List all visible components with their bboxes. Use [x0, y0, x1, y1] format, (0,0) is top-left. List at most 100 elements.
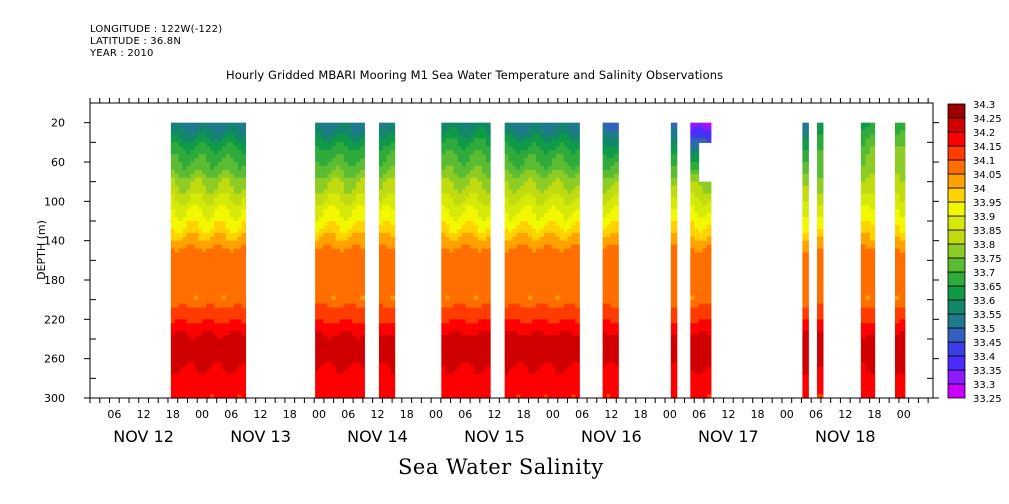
heatmap-cell: [237, 276, 243, 281]
heatmap-cell: [202, 158, 207, 163]
data-segment: [504, 122, 580, 399]
heatmap-cell: [516, 248, 521, 254]
heatmap-cell: [170, 307, 176, 313]
heatmap-cell: [520, 177, 525, 183]
heatmap-cell: [469, 362, 475, 368]
heatmap-cell: [551, 272, 557, 277]
heatmap-cell: [547, 342, 553, 348]
heatmap-cell: [567, 134, 572, 139]
heatmap-cell: [233, 213, 239, 218]
heatmap-cell: [174, 154, 180, 159]
heatmap-cell: [614, 228, 619, 234]
heatmap-cell: [343, 287, 349, 293]
heatmap-cell: [170, 205, 176, 210]
heatmap-cell: [229, 382, 235, 387]
heatmap-cell: [182, 350, 188, 356]
heatmap-cell: [206, 339, 211, 344]
heatmap-cell: [610, 354, 615, 360]
heatmap-cell: [477, 276, 483, 281]
heatmap-cell: [198, 354, 203, 360]
heatmap-cell: [194, 311, 199, 316]
heatmap-cell: [555, 276, 561, 281]
heatmap-cell: [190, 280, 196, 285]
heatmap-cell: [241, 283, 247, 289]
heatmap-cell: [178, 162, 184, 167]
heatmap-cell: [559, 256, 565, 261]
heatmap-cell: [347, 158, 353, 163]
heatmap-cell: [214, 150, 219, 155]
heatmap-cell: [214, 236, 219, 242]
heatmap-cell: [378, 283, 384, 289]
heatmap-cell: [206, 248, 211, 254]
heatmap-cell: [524, 339, 529, 344]
heatmap-cell: [477, 232, 483, 238]
heatmap-cell: [520, 134, 525, 139]
heatmap-cell: [356, 209, 361, 214]
heatmap-cell: [441, 268, 446, 273]
heatmap-cell: [610, 323, 615, 328]
heatmap-cell: [670, 154, 678, 159]
heatmap-cell: [441, 307, 446, 313]
heatmap-cell: [551, 268, 557, 273]
heatmap-cell: [473, 319, 479, 324]
heatmap-cell: [360, 130, 365, 136]
heatmap-cell: [210, 354, 215, 360]
heatmap-cell: [241, 366, 247, 372]
heatmap-cell: [457, 283, 463, 289]
heatmap-cell: [390, 303, 396, 309]
heatmap-cell: [390, 165, 396, 171]
heatmap-cell: [182, 362, 188, 368]
heatmap-cell: [327, 295, 333, 301]
heatmap-cell: [520, 244, 525, 250]
heatmap-cell: [516, 374, 521, 379]
heatmap-cell: [486, 240, 491, 246]
heatmap-cell: [390, 291, 396, 297]
longitude-label: LONGITUDE : 122W(-122): [90, 24, 223, 35]
heatmap-cell: [457, 378, 463, 383]
heatmap-cell: [606, 378, 612, 383]
heatmap-cell: [378, 189, 384, 195]
heatmap-cell: [331, 201, 337, 206]
heatmap-cell: [481, 280, 487, 285]
heatmap-cell: [516, 217, 521, 222]
heatmap-cell: [543, 221, 549, 226]
heatmap-cell: [567, 232, 572, 238]
heatmap-cell: [449, 280, 455, 285]
heatmap-cell: [504, 350, 510, 356]
heatmap-cell: [670, 193, 678, 198]
heatmap-cell: [539, 382, 545, 387]
heatmap-cell: [547, 248, 553, 254]
heatmap-cell: [543, 339, 549, 344]
heatmap-cell: [378, 256, 384, 261]
heatmap-cell: [190, 323, 196, 328]
heatmap-cell: [610, 193, 615, 198]
heatmap-cell: [465, 346, 471, 352]
heatmap-cell: [347, 370, 353, 375]
heatmap-cell: [461, 150, 467, 155]
heatmap-cell: [217, 311, 223, 316]
heatmap-cell: [461, 217, 467, 222]
heatmap-cell: [453, 272, 459, 277]
heatmap-cell: [198, 283, 203, 289]
heatmap-cell: [221, 327, 227, 332]
heatmap-cell: [174, 378, 180, 383]
heatmap-cell: [516, 319, 521, 324]
heatmap-cell: [508, 394, 514, 399]
heatmap-cell: [356, 224, 361, 230]
heatmap-cell: [504, 197, 510, 202]
heatmap-cell: [465, 173, 471, 179]
heatmap-cell: [331, 244, 337, 250]
heatmap-cell: [469, 181, 475, 187]
data-segment: [690, 122, 712, 399]
heatmap-cell: [453, 150, 459, 155]
heatmap-cell: [508, 303, 514, 309]
heatmap-cell: [237, 244, 243, 250]
heatmap-cell: [539, 248, 545, 254]
heatmap-cell: [339, 283, 345, 289]
heatmap-cell: [174, 217, 180, 222]
heatmap-cell: [610, 280, 615, 285]
heatmap-cell: [670, 307, 678, 313]
heatmap-cell: [441, 382, 446, 387]
heatmap-cell: [360, 394, 365, 399]
heatmap-cell: [528, 130, 533, 136]
